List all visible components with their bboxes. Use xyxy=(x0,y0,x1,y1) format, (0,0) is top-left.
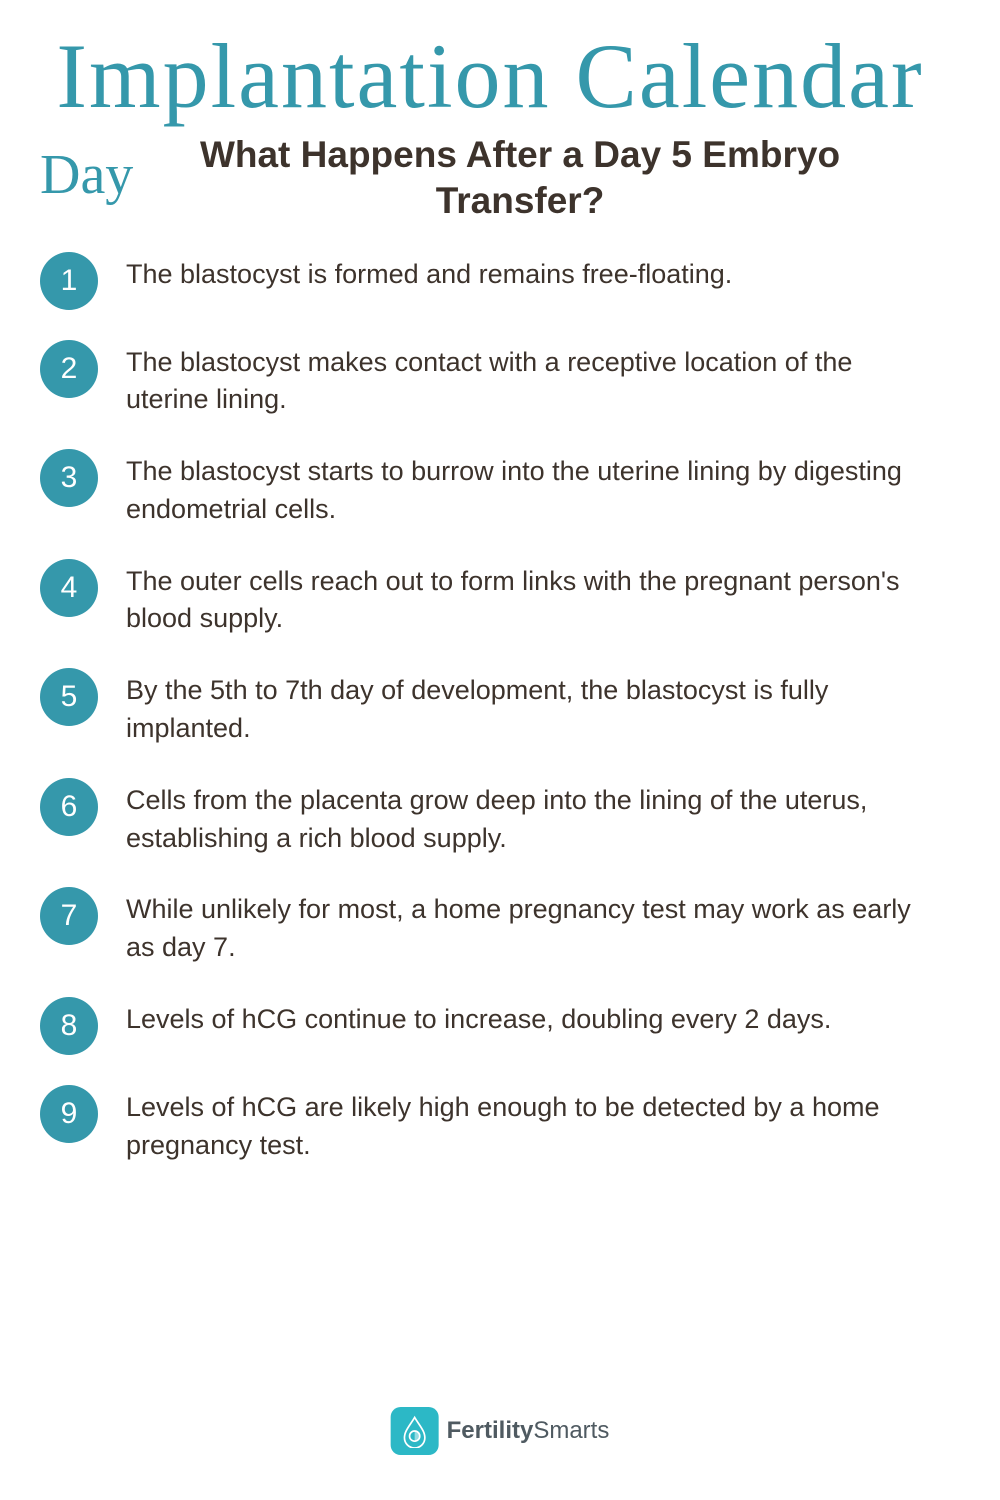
day-number-badge: 7 xyxy=(40,887,98,945)
day-description: By the 5th to 7th day of development, th… xyxy=(126,666,940,748)
day-number-badge: 4 xyxy=(40,559,98,617)
list-item: 3 The blastocyst starts to burrow into t… xyxy=(40,447,940,529)
day-description: Cells from the placenta grow deep into t… xyxy=(126,776,940,858)
list-item: 9 Levels of hCG are likely high enough t… xyxy=(40,1083,940,1165)
logo-text: FertilitySmarts xyxy=(447,1417,610,1445)
list-item: 2 The blastocyst makes contact with a re… xyxy=(40,338,940,420)
list-item: 8 Levels of hCG continue to increase, do… xyxy=(40,995,940,1055)
page-container: Implantation Calendar Day What Happens A… xyxy=(0,0,1000,1500)
day-description: While unlikely for most, a home pregnanc… xyxy=(126,885,940,967)
logo-brand-bold: Fertility xyxy=(447,1417,534,1444)
day-description: The blastocyst is formed and remains fre… xyxy=(126,250,732,294)
day-description: The outer cells reach out to form links … xyxy=(126,557,940,639)
day-number-badge: 6 xyxy=(40,778,98,836)
list-item: 6 Cells from the placenta grow deep into… xyxy=(40,776,940,858)
logo-brand-light: Smarts xyxy=(533,1417,609,1444)
day-number-badge: 8 xyxy=(40,997,98,1055)
page-title: Implantation Calendar xyxy=(40,30,940,122)
list-item: 4 The outer cells reach out to form link… xyxy=(40,557,940,639)
droplet-icon xyxy=(398,1414,432,1448)
list-item: 1 The blastocyst is formed and remains f… xyxy=(40,250,940,310)
logo-icon xyxy=(391,1407,439,1455)
day-number-badge: 5 xyxy=(40,668,98,726)
day-description: Levels of hCG continue to increase, doub… xyxy=(126,995,831,1039)
list-item: 7 While unlikely for most, a home pregna… xyxy=(40,885,940,967)
day-description: The blastocyst starts to burrow into the… xyxy=(126,447,940,529)
day-number-badge: 2 xyxy=(40,340,98,398)
day-description: The blastocyst makes contact with a rece… xyxy=(126,338,940,420)
day-number-badge: 9 xyxy=(40,1085,98,1143)
list-item: 5 By the 5th to 7th day of development, … xyxy=(40,666,940,748)
day-column-label: Day xyxy=(40,132,140,203)
day-description: Levels of hCG are likely high enough to … xyxy=(126,1083,940,1165)
header-row: Day What Happens After a Day 5 Embryo Tr… xyxy=(40,132,940,225)
timeline-list: 1 The blastocyst is formed and remains f… xyxy=(40,250,940,1165)
day-number-badge: 1 xyxy=(40,252,98,310)
footer-logo: FertilitySmarts xyxy=(391,1407,610,1455)
subtitle: What Happens After a Day 5 Embryo Transf… xyxy=(140,132,940,225)
day-number-badge: 3 xyxy=(40,449,98,507)
